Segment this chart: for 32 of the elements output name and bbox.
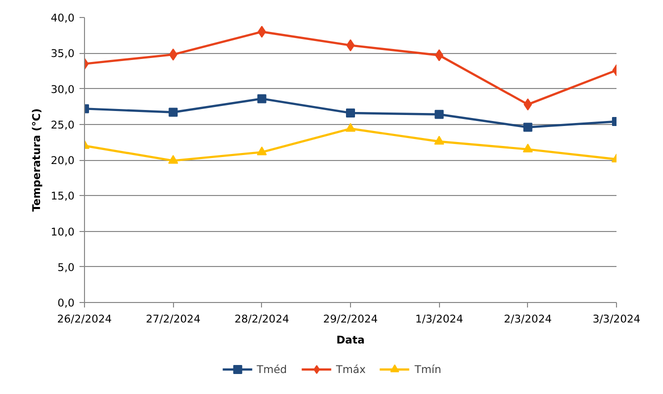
y-tick-label: 25,0	[50, 118, 75, 132]
legend-label: Tméd	[256, 362, 287, 376]
y-axis-title: Temperatura (°C)	[30, 108, 43, 212]
y-tick-label: 35,0	[50, 47, 75, 60]
y-tick-label: 20,0	[50, 154, 75, 167]
y-tick-label: 5,0	[58, 260, 75, 274]
y-tick-label: 40,0	[50, 12, 75, 24]
point	[523, 122, 532, 132]
point	[168, 108, 178, 117]
y-tick-label: 15,0	[50, 190, 75, 203]
y-tick-label: 0,0	[58, 296, 75, 310]
x-tick-label: 28/2/2024	[234, 312, 290, 326]
x-tick-label: 27/2/2024	[146, 312, 201, 326]
point	[434, 110, 444, 119]
x-tick-label: 3/3/2024	[592, 312, 641, 326]
point	[256, 146, 267, 156]
point	[346, 122, 356, 132]
x-tick-label: 29/2/2024	[323, 312, 378, 326]
x-axis-title: Data	[336, 334, 365, 346]
x-tick-label: 26/2/2024	[57, 312, 112, 326]
y-tick-label: 10,0	[50, 225, 75, 238]
point	[346, 39, 355, 52]
legend-label: Tmín	[414, 362, 442, 376]
point	[346, 108, 355, 118]
point	[257, 94, 266, 104]
point	[168, 155, 178, 164]
y-tick-label: 30,0	[50, 82, 75, 96]
x-tick-label: 1/3/2024	[415, 312, 464, 326]
legend-label: Tmáx	[336, 362, 366, 376]
point	[434, 136, 444, 145]
point	[522, 144, 533, 152]
x-tick-label: 2/3/2024	[504, 312, 552, 326]
